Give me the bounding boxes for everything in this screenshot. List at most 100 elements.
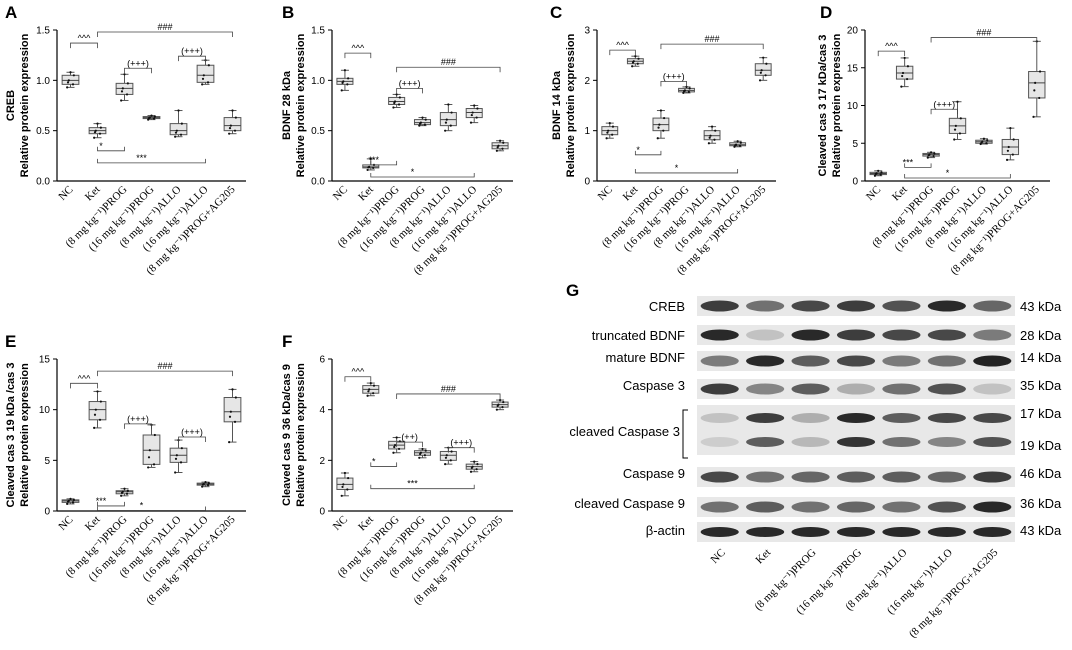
blot-kda-label: 43 kDa (1020, 299, 1062, 314)
significance-bracket: *** (96, 496, 125, 507)
box-0 (336, 69, 354, 92)
significance-label: ^^^ (78, 373, 91, 383)
data-point (956, 100, 959, 103)
data-point (123, 487, 126, 490)
significance-label: ### (157, 22, 172, 32)
data-point (1038, 96, 1041, 100)
box-4 (169, 438, 188, 474)
blot-band (973, 329, 1012, 341)
data-point (228, 440, 231, 444)
data-point (66, 500, 70, 503)
significance-bracket: (+++) (178, 427, 206, 443)
data-point (421, 447, 424, 451)
significance-label: (+++) (127, 58, 149, 68)
blot-band (836, 329, 876, 341)
data-point (1032, 115, 1035, 118)
data-point (873, 174, 877, 177)
data-point (418, 456, 421, 459)
data-point (392, 451, 395, 454)
significance-bracket: *** (97, 153, 206, 164)
bracket-line (930, 108, 958, 115)
data-point (634, 55, 637, 58)
y-axis-label: Relative protein expression (565, 33, 577, 177)
blot-band (973, 501, 1012, 513)
box-rect (169, 123, 188, 136)
blot-band (973, 355, 1012, 367)
data-point (611, 125, 615, 128)
significance-label: *** (136, 153, 147, 163)
data-point (201, 485, 204, 488)
data-point (120, 494, 123, 497)
data-point (180, 447, 183, 450)
data-point (366, 168, 369, 172)
bracket-line (660, 43, 764, 50)
data-point (958, 132, 962, 135)
data-point (233, 420, 237, 423)
y-axis-label: Relative protein expression (295, 33, 307, 177)
data-point (933, 152, 936, 155)
significance-bracket: (+++) (396, 78, 423, 94)
significance-bracket: (+++) (930, 99, 958, 115)
blot-lane-label: (8 mg kg⁻¹)PROG+AG205 (907, 546, 1001, 640)
data-point (207, 482, 210, 485)
data-point (231, 109, 234, 112)
data-point (637, 57, 640, 60)
y-axis-label: Relative protein expression (831, 33, 843, 177)
data-point (1007, 145, 1010, 149)
data-point (343, 69, 347, 72)
blot-band (882, 413, 921, 423)
bracket-line (396, 441, 423, 448)
bracket-line (97, 501, 125, 507)
data-point (879, 173, 882, 176)
box-2 (115, 487, 134, 497)
blot-band (927, 501, 966, 513)
significance-label: ### (441, 384, 456, 394)
blot-strip (697, 405, 1015, 455)
data-point (903, 56, 906, 60)
data-point (450, 111, 453, 114)
data-point (471, 111, 474, 114)
significance-bracket: ^^^ (877, 41, 906, 57)
x-tick-label: Ket (621, 184, 641, 204)
data-point (450, 450, 453, 453)
blot-band (791, 501, 830, 513)
x-tick-label: Ket (83, 184, 103, 204)
bracket-line (97, 146, 125, 152)
data-point (473, 104, 476, 107)
data-point (99, 126, 102, 129)
data-point (340, 89, 343, 92)
data-point (120, 90, 124, 93)
y-tick-label: 0.5 (36, 126, 50, 137)
blot-band (791, 413, 830, 423)
data-point (231, 388, 234, 391)
x-tick-label: NC (56, 184, 75, 203)
bracket-line (97, 31, 233, 38)
blot-bracket (682, 409, 688, 459)
data-point (926, 156, 929, 159)
data-point (418, 122, 422, 125)
data-point (447, 103, 450, 106)
data-point (636, 62, 639, 65)
significance-bracket: (++) (396, 432, 423, 448)
blot-band (791, 355, 830, 367)
data-point (611, 133, 614, 136)
data-point (392, 106, 395, 109)
box-5 (465, 460, 483, 473)
data-point (986, 139, 989, 142)
bracket-line (396, 66, 501, 73)
box-5 (465, 104, 483, 124)
significance-label: (+++) (663, 71, 685, 81)
blot-band (973, 471, 1012, 483)
bracket-line (97, 506, 206, 511)
data-point (229, 124, 232, 127)
data-point (152, 117, 156, 120)
significance-bracket: ### (930, 28, 1038, 43)
y-axis-label: BDNF 28 kDa (281, 70, 293, 140)
data-point (759, 71, 762, 74)
data-point (150, 114, 153, 117)
blot-band (746, 527, 785, 537)
data-point (469, 121, 473, 124)
x-tick-label: NC (864, 184, 883, 203)
data-point (985, 142, 988, 145)
significance-label: ### (976, 28, 991, 38)
